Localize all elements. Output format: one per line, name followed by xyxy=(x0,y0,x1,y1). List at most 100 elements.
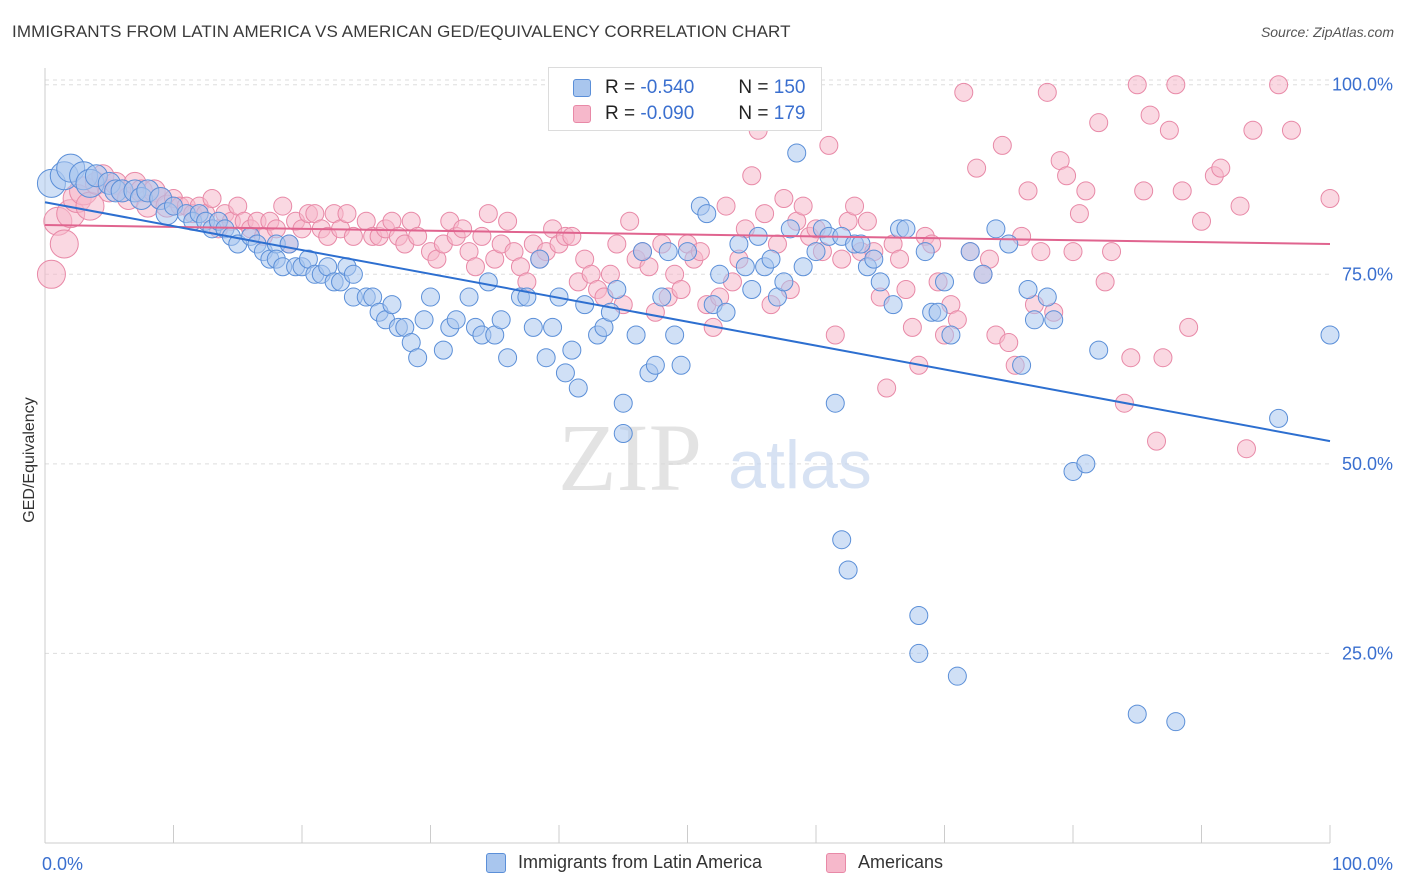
y-tick-label: 75.0% xyxy=(1342,264,1393,284)
data-point xyxy=(755,204,775,224)
data-point xyxy=(202,188,222,208)
data-point xyxy=(806,242,826,262)
watermark-zip: ZIP xyxy=(558,404,702,511)
data-point xyxy=(543,317,563,337)
data-point xyxy=(1320,325,1340,345)
chart-title: IMMIGRANTS FROM LATIN AMERICA VS AMERICA… xyxy=(12,22,791,41)
trend-line-latin-america xyxy=(44,201,1331,443)
data-point xyxy=(902,317,922,337)
y-tick-label: 100.0% xyxy=(1332,75,1393,95)
data-point xyxy=(1211,158,1231,178)
data-point xyxy=(1159,120,1179,140)
data-point xyxy=(1166,75,1186,95)
data-point xyxy=(1230,196,1250,216)
y-axis-label: GED/Equivalency xyxy=(21,397,38,523)
data-point xyxy=(1179,317,1199,337)
data-point xyxy=(613,424,633,444)
data-point xyxy=(697,204,717,224)
data-point xyxy=(1153,348,1173,368)
data-point xyxy=(1095,272,1115,292)
data-point xyxy=(928,302,948,322)
data-point xyxy=(343,264,363,284)
data-point xyxy=(960,242,980,262)
data-point xyxy=(992,135,1012,155)
data-point xyxy=(658,242,678,262)
data-point xyxy=(793,257,813,277)
data-point xyxy=(478,272,498,292)
data-point xyxy=(408,348,428,368)
data-point xyxy=(530,249,550,269)
data-point xyxy=(774,188,794,208)
legend-row-latin-america: R = -0.540 N = 150 xyxy=(573,76,805,100)
watermark: ZIP atlas xyxy=(558,404,872,511)
bottom-legend-label-latin-america: Immigrants from Latin America xyxy=(518,852,763,872)
data-point xyxy=(735,257,755,277)
data-point xyxy=(337,204,357,224)
y-tick-label: 25.0% xyxy=(1342,643,1393,663)
data-point xyxy=(890,249,910,269)
data-point xyxy=(465,257,485,277)
data-point xyxy=(1127,704,1147,724)
data-point xyxy=(909,606,929,626)
y-tick-label: 50.0% xyxy=(1342,454,1393,474)
data-point xyxy=(851,234,871,254)
data-point xyxy=(1044,310,1064,330)
data-point xyxy=(665,325,685,345)
data-point xyxy=(825,325,845,345)
data-point xyxy=(870,272,890,292)
bottom-legend-swatch-pink xyxy=(826,852,846,873)
data-point xyxy=(1057,166,1077,186)
legend-n-value: 150 xyxy=(773,77,806,98)
axes xyxy=(44,68,1331,844)
trend-line-americans xyxy=(44,224,1331,245)
data-point xyxy=(1076,454,1096,474)
data-point xyxy=(877,378,897,398)
data-point xyxy=(633,242,653,262)
data-point xyxy=(536,348,556,368)
legend-n-label: N = xyxy=(738,77,769,98)
watermark-atlas: atlas xyxy=(728,427,872,503)
data-point xyxy=(845,196,865,216)
data-point xyxy=(883,295,903,315)
data-point xyxy=(562,226,582,246)
data-point xyxy=(1172,181,1192,201)
data-point xyxy=(761,249,781,269)
data-point xyxy=(986,219,1006,239)
data-point xyxy=(279,234,299,254)
chart-source: Source: ZipAtlas.com xyxy=(1260,24,1394,40)
data-point xyxy=(896,279,916,299)
correlation-legend: R = -0.540 N = 150 R = -0.090 N = 179 xyxy=(548,67,822,131)
data-point xyxy=(1166,712,1186,732)
legend-r-value: -0.090 xyxy=(640,103,695,124)
data-point xyxy=(780,219,800,239)
data-point xyxy=(626,325,646,345)
data-point xyxy=(1031,242,1051,262)
legend-r-label: R = xyxy=(605,77,636,98)
data-point xyxy=(1037,82,1057,102)
data-point xyxy=(414,310,434,330)
data-point xyxy=(408,226,428,246)
data-point xyxy=(909,643,929,663)
data-point xyxy=(555,363,575,383)
data-point xyxy=(1069,204,1089,224)
data-point xyxy=(915,242,935,262)
data-point xyxy=(832,530,852,550)
data-point xyxy=(568,378,588,398)
data-point xyxy=(523,317,543,337)
data-point xyxy=(620,211,640,231)
data-point xyxy=(999,333,1019,353)
legend-swatch-pink xyxy=(573,105,591,123)
data-point xyxy=(1269,75,1289,95)
legend-r-value: -0.540 xyxy=(640,77,695,98)
data-point xyxy=(1076,181,1096,201)
data-point xyxy=(671,279,691,299)
data-point xyxy=(478,204,498,224)
data-point xyxy=(607,234,627,254)
data-point xyxy=(49,229,79,259)
data-point xyxy=(1024,310,1044,330)
data-point xyxy=(343,226,363,246)
data-point xyxy=(652,287,672,307)
data-point xyxy=(1140,105,1160,125)
legend-swatch-blue xyxy=(573,79,591,97)
